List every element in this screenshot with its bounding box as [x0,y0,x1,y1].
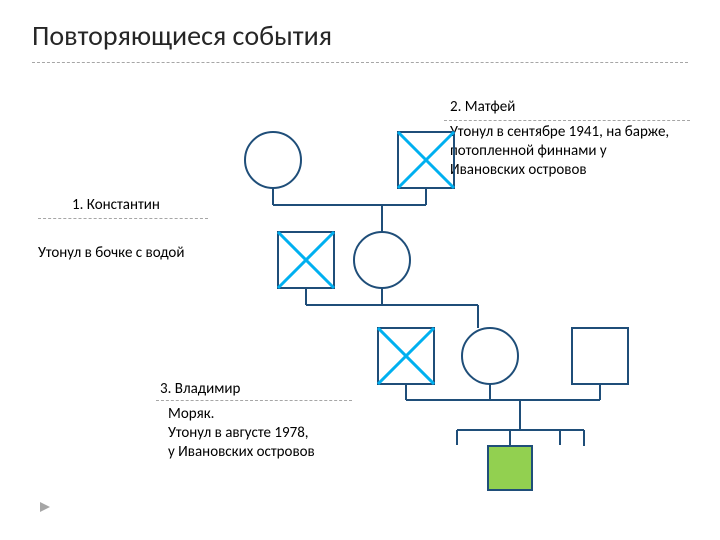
genogram-canvas [0,0,720,540]
